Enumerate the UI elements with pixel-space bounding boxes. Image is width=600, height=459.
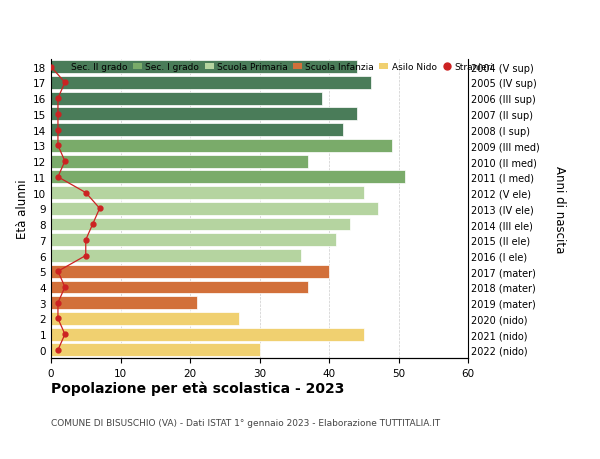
Bar: [51, 108, 357, 121]
Bar: [51, 218, 350, 231]
Bar: [51, 297, 197, 309]
Bar: [51, 265, 329, 278]
Bar: [51, 92, 322, 106]
Bar: [51, 124, 343, 137]
Bar: [51, 281, 308, 294]
Y-axis label: Anni di nascita: Anni di nascita: [553, 165, 566, 252]
Bar: [51, 61, 357, 74]
Bar: [51, 77, 371, 90]
Legend: Sec. II grado, Sec. I grado, Scuola Primaria, Scuola Infanzia, Asilo Nido, Stran: Sec. II grado, Sec. I grado, Scuola Prim…: [56, 60, 497, 76]
Bar: [51, 250, 301, 263]
Bar: [51, 140, 392, 152]
Text: Popolazione per età scolastica - 2023: Popolazione per età scolastica - 2023: [51, 381, 344, 396]
Bar: [51, 171, 406, 184]
Bar: [51, 344, 260, 357]
Bar: [51, 312, 239, 325]
Text: COMUNE DI BISUSCHIO (VA) - Dati ISTAT 1° gennaio 2023 - Elaborazione TUTTITALIA.: COMUNE DI BISUSCHIO (VA) - Dati ISTAT 1°…: [51, 418, 440, 427]
Bar: [51, 234, 336, 246]
Y-axis label: Età alunni: Età alunni: [16, 179, 29, 239]
Bar: [51, 155, 308, 168]
Bar: [51, 328, 364, 341]
Bar: [51, 187, 364, 200]
Bar: [51, 202, 377, 215]
